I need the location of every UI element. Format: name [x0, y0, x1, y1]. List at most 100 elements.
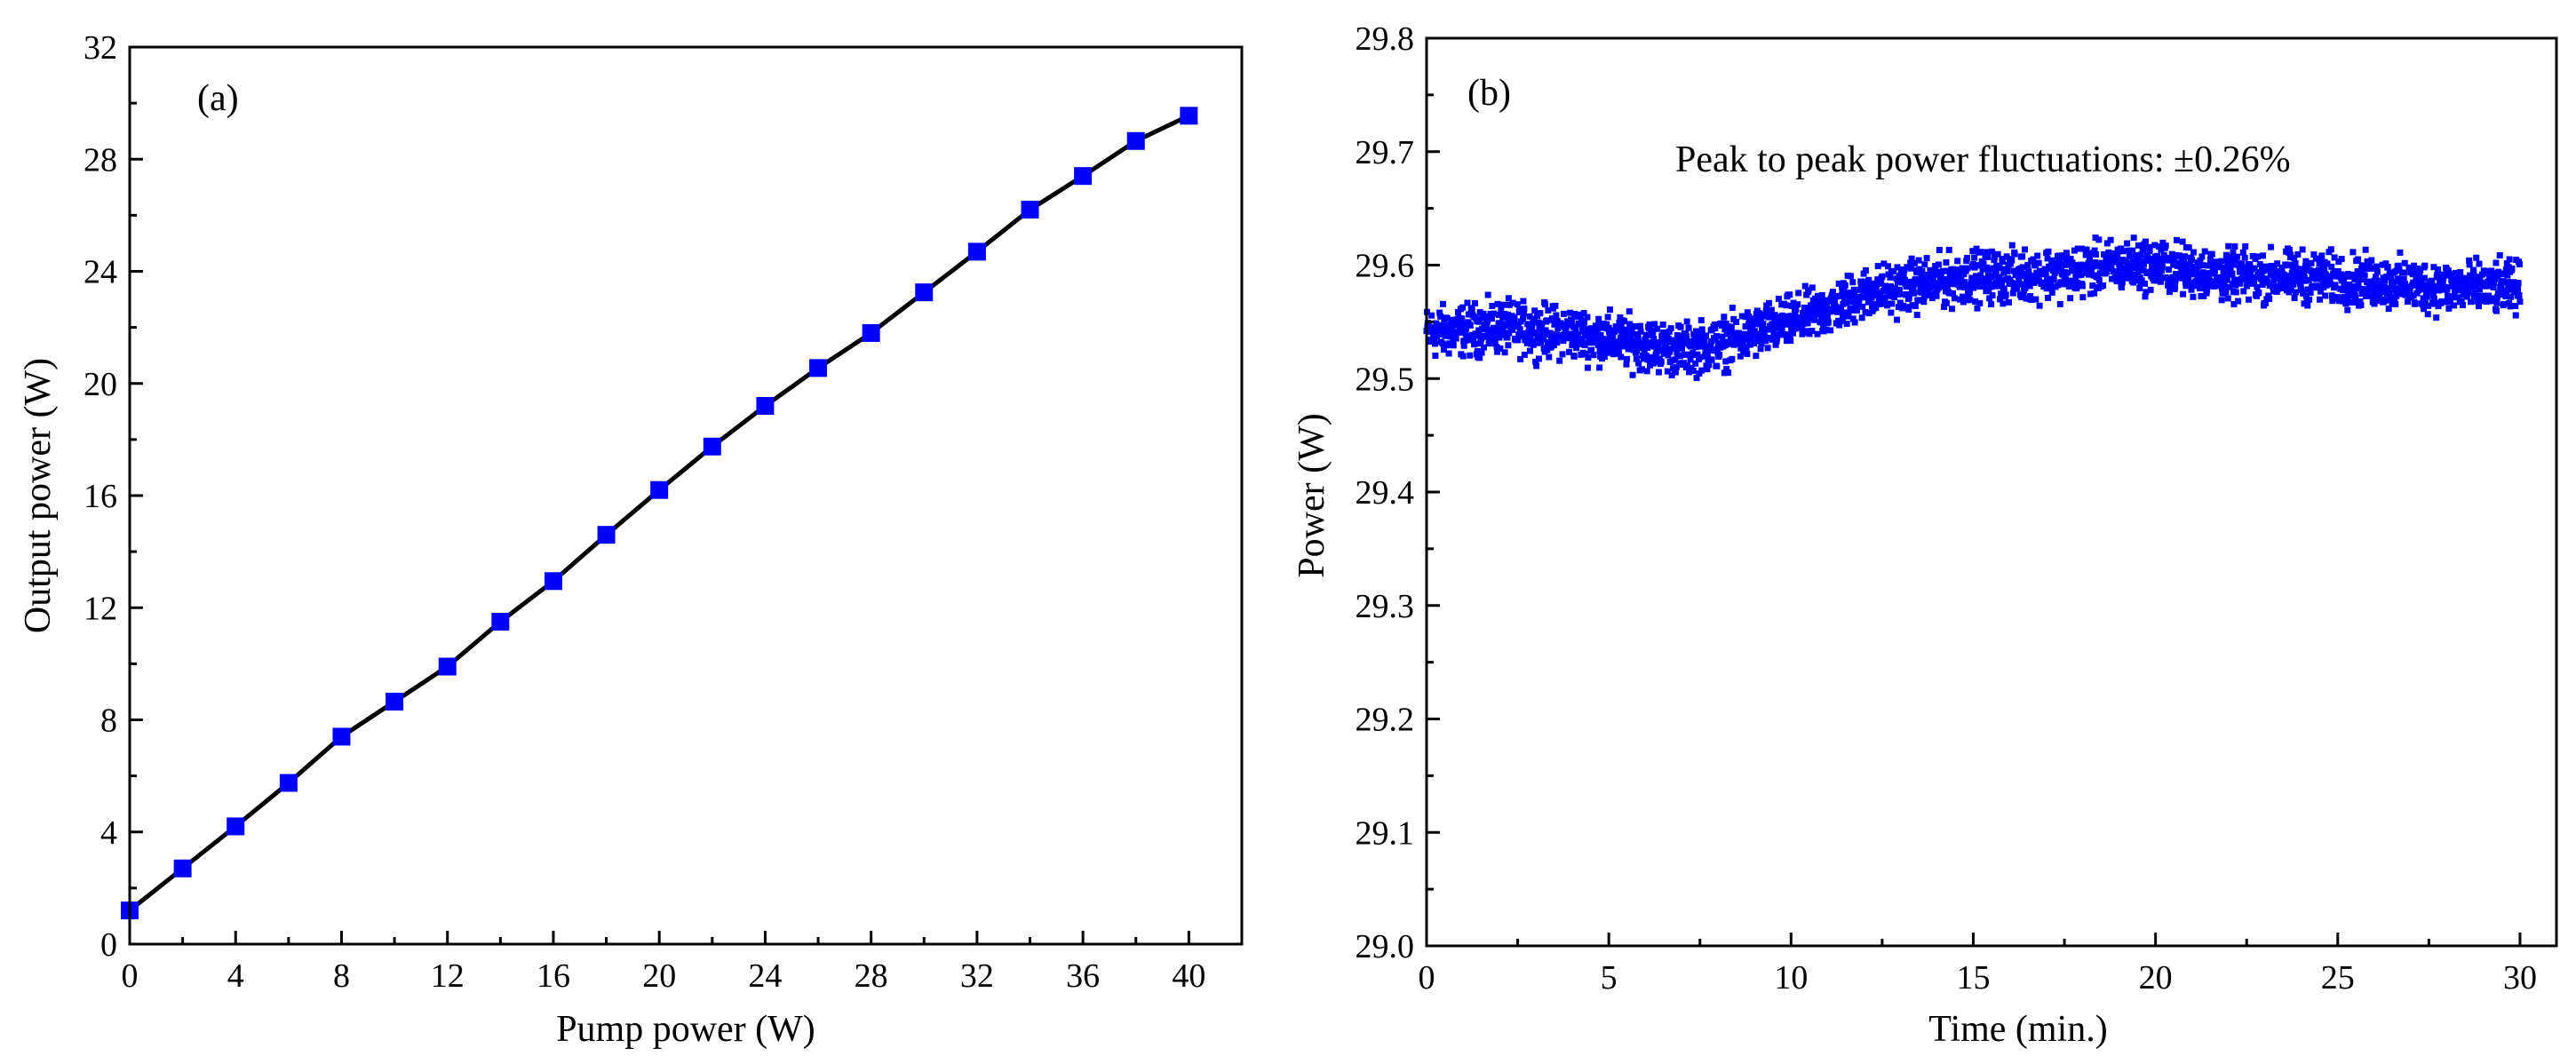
panel-b-data-point — [2500, 300, 2507, 307]
panel-b-data-point — [1884, 302, 1891, 309]
panel-a-data-point — [1180, 107, 1198, 125]
panel-b-data-point — [2091, 247, 2098, 254]
panel-b-data-point — [2153, 256, 2160, 263]
panel-a-data-point — [809, 359, 828, 377]
panel-b-data-point — [2251, 280, 2258, 287]
panel-b-data-point — [2126, 247, 2133, 254]
panel-b-y-tick-label: 29.2 — [1356, 702, 1415, 739]
panel-a-x-tick-label: 4 — [227, 957, 244, 995]
panel-b-data-point — [1540, 345, 1547, 352]
panel-b-data-point — [2456, 287, 2463, 294]
panel-b-data-point — [2245, 296, 2252, 303]
panel-b-data-point — [1605, 324, 1612, 331]
panel-b-data-point — [2142, 238, 2149, 245]
panel-b-data-point — [1900, 302, 1907, 309]
panel-b-data-point — [1903, 290, 1910, 298]
panel-b-data-point — [1761, 313, 1769, 320]
panel-b-data-point — [2213, 258, 2220, 266]
panel-b-data-point — [2147, 286, 2154, 293]
panel-b-data-point — [2381, 287, 2388, 294]
panel-b-data-point — [1672, 369, 1679, 376]
panel-b-data-point — [1769, 336, 1776, 343]
panel-b-data-point — [2255, 289, 2262, 296]
panel-b-data-point — [1528, 326, 1535, 333]
panel-b-data-point — [2389, 282, 2397, 289]
panel-b-data-point — [2365, 266, 2372, 273]
panel-b-data-point — [2030, 256, 2037, 263]
panel-b-data-point — [2416, 271, 2423, 278]
panel-b-data-point — [1701, 337, 1708, 344]
panel-b-data-point — [1988, 301, 1995, 308]
panel-b-data-point — [1805, 287, 1812, 294]
panel-b-data-point — [1784, 321, 1791, 328]
panel-b-data-point — [2143, 289, 2150, 296]
panel-b-data-point — [1888, 300, 1896, 307]
panel-b-data-point — [2312, 255, 2319, 262]
panel-b-data-point — [2506, 256, 2513, 263]
panel-b-data-point — [1487, 310, 1494, 317]
panel-b-data-point — [1830, 289, 1837, 296]
panel-b-data-point — [2278, 264, 2286, 271]
panel-b-data-point — [2400, 275, 2407, 282]
panel-b-data-point — [1905, 306, 1912, 314]
panel-b-data-point — [1544, 346, 1551, 353]
panel-b-data-point — [2212, 266, 2219, 274]
panel-b-data-point — [2395, 262, 2402, 269]
panel-b-data-point — [1491, 340, 1499, 347]
panel-b-data-point — [2435, 266, 2442, 273]
panel-b-data-point — [1559, 351, 1566, 358]
panel-b-data-point — [2321, 266, 2328, 274]
panel-b-data-point — [1608, 338, 1615, 345]
panel-b-data-point — [1972, 298, 1979, 306]
panel-b-data-point — [1851, 319, 1858, 326]
panel-b-data-point — [1908, 265, 1915, 272]
panel-b-data-point — [1467, 352, 1474, 359]
panel-b-data-point — [2302, 277, 2309, 284]
panel-b-data-point — [2431, 282, 2438, 290]
panel-a-data-point — [279, 774, 298, 792]
panel-b-data-point — [1872, 284, 1880, 291]
panel-b-data-point — [1570, 353, 1578, 360]
panel-b-data-point — [2365, 292, 2372, 299]
panel-b-data-point — [2137, 251, 2144, 258]
panel-b-data-point — [1987, 266, 1994, 273]
panel-b-data-point — [2224, 258, 2231, 266]
panel-b-data-point — [1432, 352, 1439, 359]
panel-b-data-point — [1646, 361, 1653, 369]
panel-b-data-point — [2362, 246, 2369, 253]
panel-b-data-point — [2170, 261, 2177, 268]
panel-b-data-point — [2185, 244, 2192, 251]
panel-b-data-point — [2288, 269, 2295, 276]
panel-b-data-point — [1998, 290, 2005, 298]
panel-b-data-point — [1496, 334, 1503, 341]
panel-b-data-point — [1484, 317, 1491, 324]
panel-b-data-point — [2162, 242, 2169, 250]
panel-a-data-point — [862, 323, 880, 342]
panel-b-data-point — [2103, 268, 2110, 275]
panel-b-data-point — [1642, 353, 1650, 360]
panel-b-data-point — [2238, 260, 2245, 267]
panel-b-data-point — [1615, 326, 1622, 333]
panel-b-data-point — [2023, 295, 2030, 302]
panel-b-data-point — [1798, 314, 1805, 321]
panel-b-data-point — [2206, 256, 2214, 263]
panel-b-data-point — [2042, 282, 2049, 289]
panel-b-data-point — [1651, 321, 1658, 328]
panel-b-data-point — [2181, 253, 2188, 260]
panel-b-data-point — [2387, 293, 2394, 300]
panel-b-data-point — [1683, 333, 1690, 340]
panel-b-data-point — [1972, 279, 1979, 286]
panel-b-data-point — [1431, 337, 1438, 344]
panel-b-data-point — [2493, 259, 2500, 266]
panel-b-data-point — [1598, 324, 1605, 331]
panel-b-data-point — [1489, 302, 1496, 309]
panel-b-data-point — [1596, 364, 1603, 371]
panel-b-data-point — [2205, 262, 2212, 269]
panel-a-x-tick-label: 16 — [537, 957, 570, 995]
panel-b-data-point — [2041, 266, 2048, 273]
panel-b-data-point — [2166, 289, 2173, 296]
panel-b-data-point — [1629, 330, 1636, 337]
panel-b-data-point — [2357, 298, 2364, 305]
panel-b-data-point — [1464, 299, 1471, 306]
panel-b-data-point — [1443, 314, 1451, 322]
